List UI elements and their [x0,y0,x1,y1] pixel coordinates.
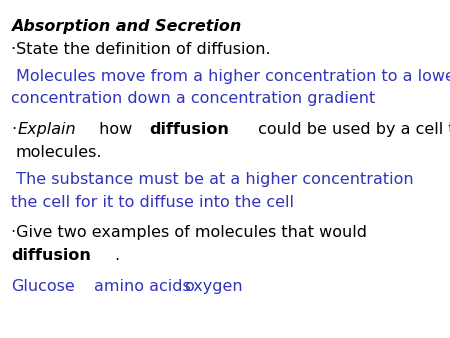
Text: Absorption and Secretion: Absorption and Secretion [11,19,242,33]
Text: ·State the definition of diffusion.: ·State the definition of diffusion. [11,42,271,57]
Text: ·: · [11,122,16,137]
Text: the cell for it to diffuse into the cell: the cell for it to diffuse into the cell [11,195,294,210]
Text: Molecules move from a higher concentration to a lower: Molecules move from a higher concentrati… [16,69,450,84]
Text: .: . [114,248,119,263]
Text: concentration down a concentration gradient: concentration down a concentration gradi… [11,91,375,106]
Text: molecules.: molecules. [16,145,102,160]
Text: ·Give two examples of molecules that would: ·Give two examples of molecules that wou… [11,225,373,240]
Text: oxygen: oxygen [184,279,243,294]
Text: diffusion: diffusion [149,122,230,137]
Text: Glucose: Glucose [11,279,75,294]
Text: The substance must be at a higher concentration: The substance must be at a higher concen… [11,172,419,187]
Text: amino acids: amino acids [94,279,191,294]
Text: Explain: Explain [18,122,76,137]
Text: how: how [94,122,137,137]
Text: diffusion: diffusion [11,248,91,263]
Text: could be used by a cell to absorb: could be used by a cell to absorb [252,122,450,137]
